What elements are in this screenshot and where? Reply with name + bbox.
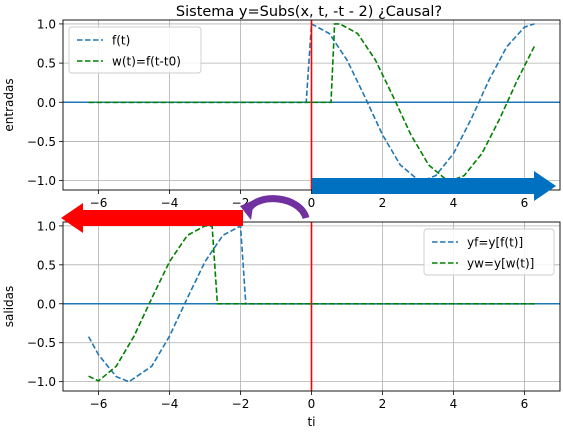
legend-label: yf=y[f(t)] xyxy=(467,236,523,250)
legend-label: f(t) xyxy=(112,34,130,48)
y-tick-label: 0.5 xyxy=(37,258,56,272)
left-arrow-icon xyxy=(61,203,243,233)
annotations xyxy=(61,171,556,233)
x-tick-label: 0 xyxy=(308,397,316,411)
x-tick-label: 2 xyxy=(379,397,387,411)
legend-label: w(t)=f(t-t0) xyxy=(112,55,181,69)
y-tick-label: 0.0 xyxy=(37,297,56,311)
y-tick-label: −0.5 xyxy=(27,135,56,149)
x-tick-label: −6 xyxy=(90,196,108,210)
y-tick-label: 1.0 xyxy=(37,219,56,233)
y-axis-label: entradas xyxy=(2,78,16,131)
series-line-w xyxy=(88,225,535,382)
x-tick-label: 6 xyxy=(521,196,529,210)
y-tick-label: 1.0 xyxy=(37,17,56,31)
y-tick-label: 0.0 xyxy=(37,96,56,110)
x-tick-label: 0 xyxy=(308,196,316,210)
x-tick-label: −2 xyxy=(232,397,250,411)
y-tick-label: −1.0 xyxy=(27,375,56,389)
top-axes: −6 −4 −2 0 2 4 6−1.0−0.50.00.51.0entradasf(t)w… xyxy=(2,17,561,210)
x-tick-label: 4 xyxy=(450,196,458,210)
y-tick-label: −1.0 xyxy=(27,174,56,188)
legend-label: yw=y[w(t)] xyxy=(467,257,534,271)
y-axis-label: salidas xyxy=(2,286,16,328)
x-tick-label: −4 xyxy=(161,397,179,411)
x-axis-label: ti xyxy=(307,415,315,429)
y-tick-label: 0.5 xyxy=(37,57,56,71)
x-tick-label: −4 xyxy=(161,196,179,210)
x-tick-label: 2 xyxy=(379,196,387,210)
x-tick-label: 4 xyxy=(450,397,458,411)
y-tick-label: −0.5 xyxy=(27,336,56,350)
curved-arrow-head-icon xyxy=(240,200,254,220)
series-line-f xyxy=(87,224,535,383)
series-line-w xyxy=(88,23,536,182)
x-tick-label: −6 xyxy=(90,397,108,411)
curved-arrow-icon xyxy=(244,195,310,220)
bottom-axes: −6 −4 −2 0 2 4 6 −1.0 −0.5 0.0 0.5 1.0 salidas ti yf=y… xyxy=(2,219,561,429)
x-tick-label: 6 xyxy=(521,397,529,411)
right-arrow-icon xyxy=(312,171,556,201)
series-line-f xyxy=(88,22,535,182)
figure-title: Sistema y=Subs(x, t, -t - 2) ¿Causal? xyxy=(176,4,442,20)
